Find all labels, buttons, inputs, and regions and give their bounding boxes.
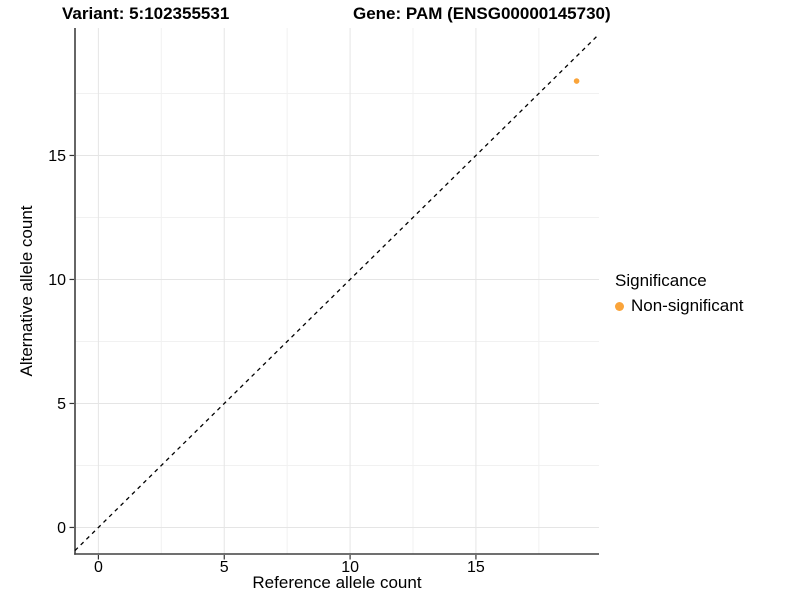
legend-dot-icon xyxy=(615,301,624,311)
y-axis-title: Alternative allele count xyxy=(17,205,36,377)
y-tick-label: 15 xyxy=(48,148,66,165)
data-point xyxy=(573,78,580,84)
legend: Significance Non-significant xyxy=(615,271,743,316)
x-tick-label: 15 xyxy=(467,559,485,576)
x-tick-label: 0 xyxy=(94,559,103,576)
y-tick-label: 0 xyxy=(57,520,66,537)
legend-item-label: Non-significant xyxy=(631,296,744,315)
x-tick-label: 10 xyxy=(341,559,359,576)
gene-title: Gene: PAM (ENSG00000145730) xyxy=(353,4,611,23)
x-tick-label: 5 xyxy=(220,559,229,576)
legend-item: Non-significant xyxy=(615,296,743,316)
identity-line xyxy=(74,33,600,551)
y-tick-label: 5 xyxy=(57,396,66,413)
x-axis-title: Reference allele count xyxy=(252,573,422,592)
legend-title: Significance xyxy=(615,271,707,290)
variant-title: Variant: 5:102355531 xyxy=(62,4,230,23)
y-tick-label: 10 xyxy=(48,272,66,289)
